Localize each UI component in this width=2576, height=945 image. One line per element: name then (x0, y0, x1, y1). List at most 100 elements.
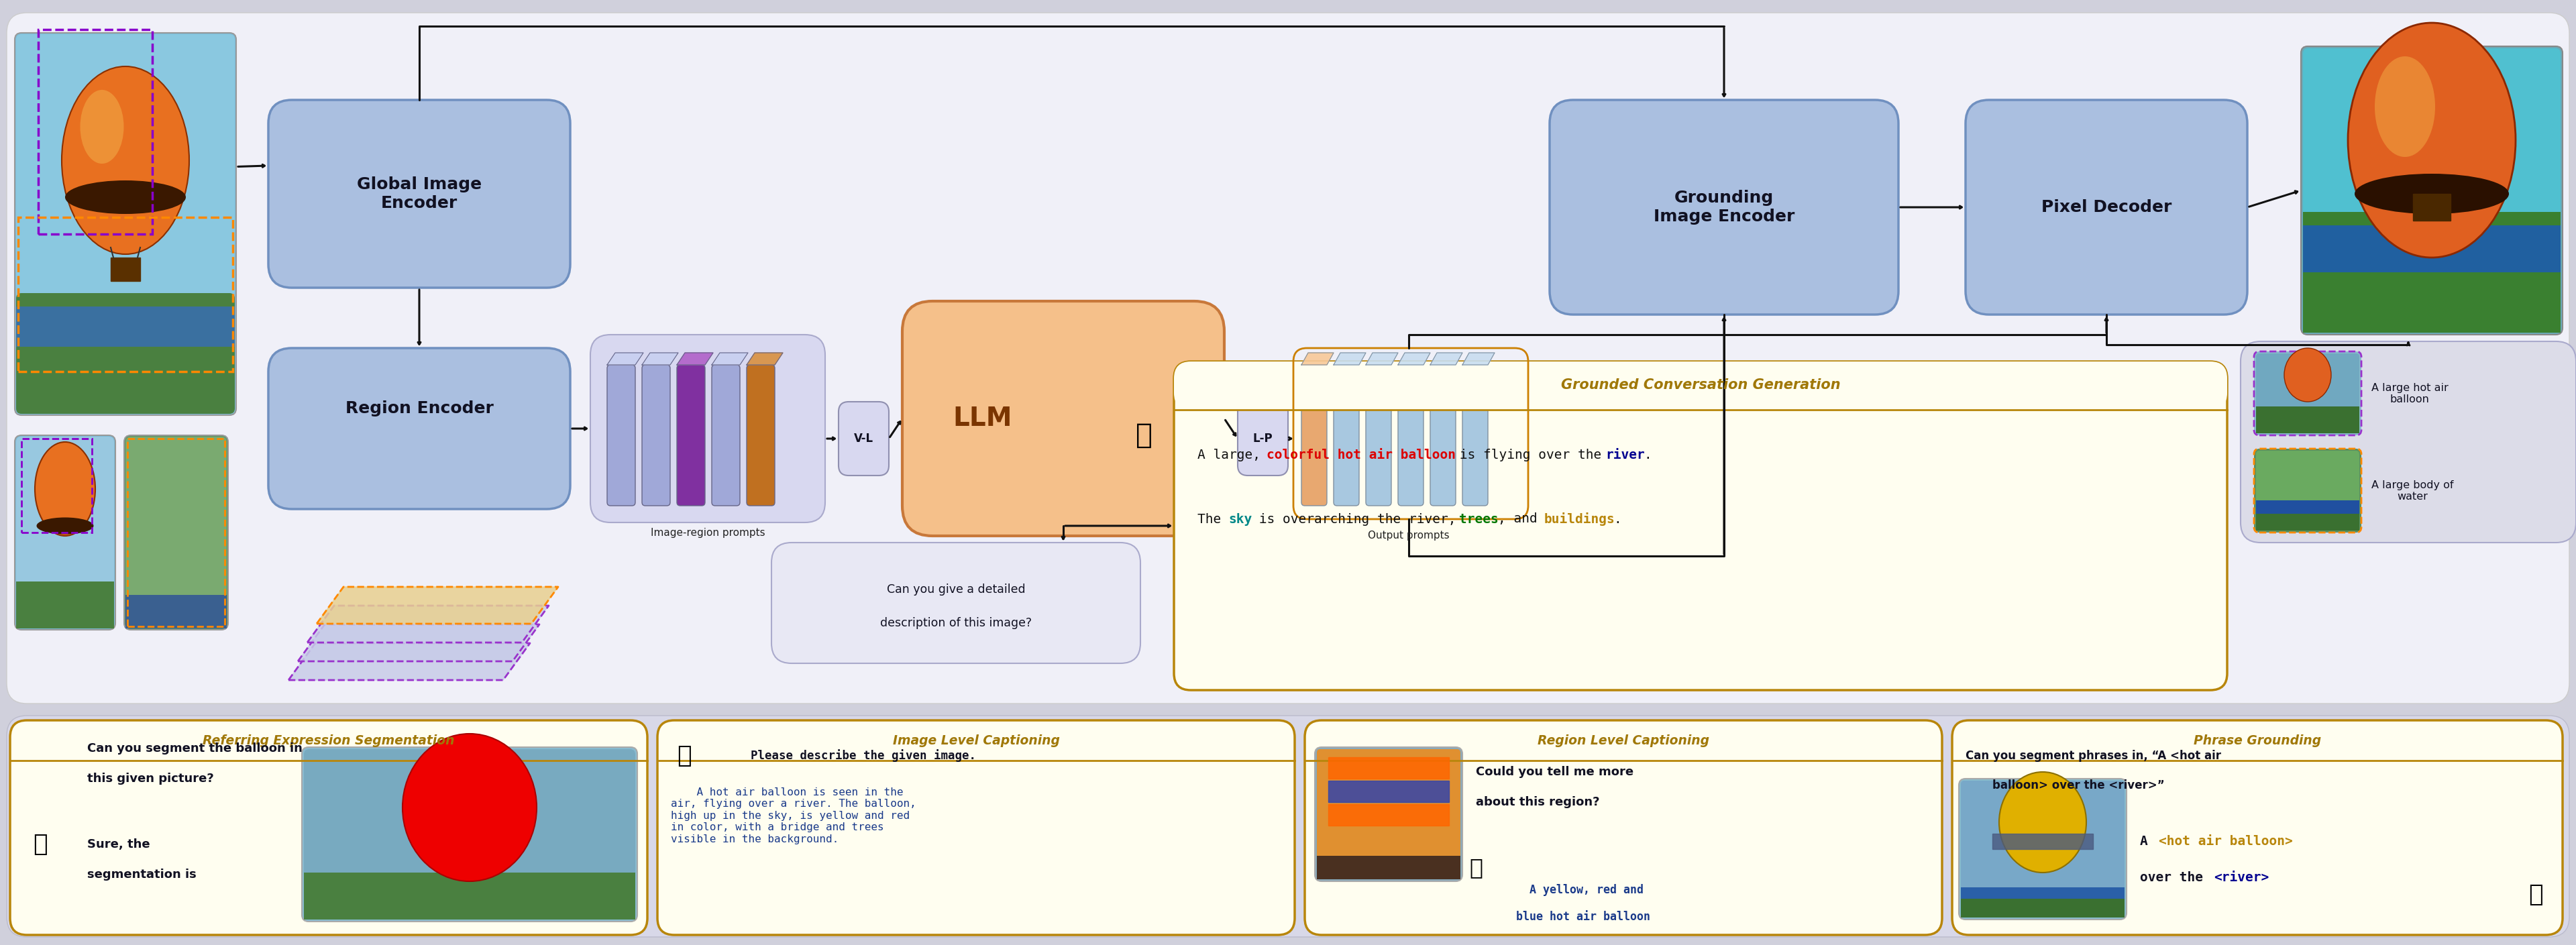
FancyBboxPatch shape (1551, 100, 1899, 315)
Text: Global Image
Encoder: Global Image Encoder (358, 177, 482, 211)
FancyBboxPatch shape (657, 720, 1296, 935)
FancyBboxPatch shape (126, 437, 227, 628)
Ellipse shape (64, 180, 185, 214)
Text: A: A (2141, 834, 2156, 848)
Text: about this region?: about this region? (1476, 796, 1600, 808)
Ellipse shape (402, 733, 536, 882)
Text: sky: sky (1229, 513, 1252, 525)
Text: LLM: LLM (953, 405, 1012, 431)
Ellipse shape (36, 518, 93, 534)
Text: Phrase Grounding: Phrase Grounding (2195, 734, 2321, 747)
Polygon shape (2414, 194, 2450, 220)
FancyBboxPatch shape (1960, 887, 2125, 918)
FancyBboxPatch shape (902, 301, 1224, 536)
FancyBboxPatch shape (1960, 781, 2125, 918)
FancyBboxPatch shape (1965, 100, 2246, 315)
Text: L-P: L-P (1252, 433, 1273, 445)
FancyBboxPatch shape (1430, 365, 1455, 506)
FancyBboxPatch shape (1958, 779, 2128, 919)
FancyBboxPatch shape (1463, 365, 1489, 506)
Text: .: . (1613, 513, 1620, 525)
Polygon shape (307, 606, 549, 643)
Text: this given picture?: this given picture? (88, 773, 214, 784)
FancyBboxPatch shape (747, 365, 775, 506)
Polygon shape (289, 644, 531, 680)
Text: Pixel Decoder: Pixel Decoder (2040, 199, 2172, 215)
FancyBboxPatch shape (304, 872, 636, 919)
FancyBboxPatch shape (126, 595, 227, 628)
FancyBboxPatch shape (1334, 365, 1360, 506)
FancyBboxPatch shape (2257, 353, 2360, 433)
FancyBboxPatch shape (2257, 514, 2360, 530)
Text: Grounded Conversation Generation: Grounded Conversation Generation (1561, 378, 1839, 391)
Polygon shape (747, 352, 783, 365)
Text: <hot air balloon>: <hot air balloon> (2159, 834, 2293, 848)
FancyBboxPatch shape (590, 335, 824, 523)
Text: 🤖: 🤖 (677, 745, 690, 767)
Ellipse shape (36, 442, 95, 536)
FancyBboxPatch shape (124, 436, 229, 629)
Text: is overarching the river,: is overarching the river, (1252, 513, 1463, 525)
FancyBboxPatch shape (1306, 720, 1942, 935)
FancyBboxPatch shape (2254, 352, 2362, 436)
Text: Referring Expression Segmentation: Referring Expression Segmentation (204, 734, 453, 747)
Polygon shape (1365, 352, 1399, 365)
Ellipse shape (80, 90, 124, 163)
Text: A large hot air
balloon: A large hot air balloon (2372, 383, 2447, 404)
Ellipse shape (2375, 57, 2434, 157)
FancyBboxPatch shape (2254, 449, 2362, 533)
FancyBboxPatch shape (2303, 212, 2561, 333)
FancyBboxPatch shape (15, 437, 113, 628)
Text: colorful hot air balloon: colorful hot air balloon (1267, 449, 1455, 462)
FancyBboxPatch shape (1953, 720, 2563, 935)
Polygon shape (1329, 781, 1448, 802)
Text: A yellow, red and: A yellow, red and (1530, 884, 1643, 896)
Text: A large,: A large, (1198, 449, 1267, 462)
Text: Can you segment the balloon in: Can you segment the balloon in (88, 743, 301, 754)
Text: segmentation is: segmentation is (88, 868, 196, 881)
FancyBboxPatch shape (1316, 856, 1461, 879)
Text: A large body of
water: A large body of water (2372, 480, 2452, 502)
Ellipse shape (2354, 174, 2509, 214)
Polygon shape (1463, 352, 1494, 365)
Text: Image-region prompts: Image-region prompts (652, 527, 765, 538)
FancyBboxPatch shape (301, 747, 636, 921)
Text: The: The (1198, 513, 1229, 525)
FancyBboxPatch shape (1314, 747, 1463, 882)
FancyBboxPatch shape (15, 581, 113, 628)
Ellipse shape (2347, 23, 2517, 258)
Text: <river>: <river> (2213, 871, 2269, 885)
Polygon shape (677, 352, 714, 365)
Text: Sure, the: Sure, the (88, 838, 149, 850)
Text: A hot air balloon is seen in the
air, flying over a river. The balloon,
high up : A hot air balloon is seen in the air, fl… (670, 787, 917, 844)
Polygon shape (1301, 352, 1334, 365)
Text: .: . (1643, 449, 1651, 462)
FancyBboxPatch shape (2257, 406, 2360, 433)
Text: is flying over the: is flying over the (1453, 449, 1610, 462)
FancyBboxPatch shape (15, 33, 237, 415)
Text: 🤖: 🤖 (1468, 857, 1484, 879)
Polygon shape (317, 587, 559, 624)
FancyBboxPatch shape (1175, 362, 2228, 690)
Polygon shape (1399, 352, 1430, 365)
Polygon shape (711, 352, 747, 365)
Polygon shape (608, 352, 644, 365)
Polygon shape (1430, 352, 1463, 365)
FancyBboxPatch shape (608, 365, 636, 506)
Polygon shape (1329, 757, 1448, 779)
Text: Region Encoder: Region Encoder (345, 401, 495, 417)
Text: Output prompts: Output prompts (1368, 531, 1450, 541)
FancyBboxPatch shape (2257, 451, 2360, 530)
Text: 🤖: 🤖 (33, 833, 46, 856)
Text: V-L: V-L (853, 433, 873, 445)
FancyBboxPatch shape (8, 715, 2568, 936)
Text: Grounding
Image Encoder: Grounding Image Encoder (1654, 190, 1795, 225)
FancyBboxPatch shape (304, 749, 636, 919)
FancyBboxPatch shape (268, 348, 569, 509)
FancyBboxPatch shape (1365, 365, 1391, 506)
FancyBboxPatch shape (2300, 46, 2563, 335)
Text: river: river (1605, 449, 1646, 462)
FancyBboxPatch shape (15, 306, 234, 347)
Ellipse shape (1999, 772, 2087, 872)
Text: over the: over the (2141, 871, 2210, 885)
